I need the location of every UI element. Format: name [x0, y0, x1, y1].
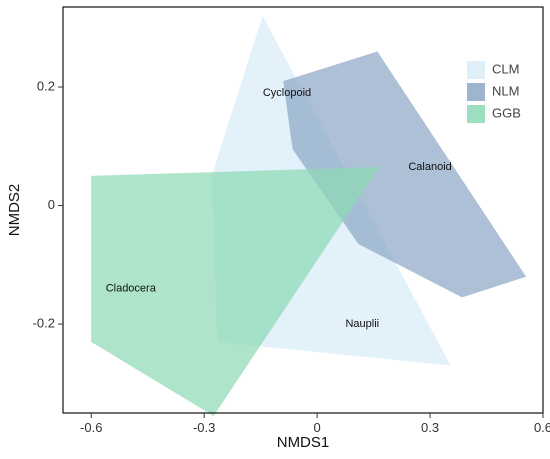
y-tick-label: -0.2: [33, 316, 55, 331]
legend-swatch-ggb: [467, 105, 485, 123]
legend-label-nlm: NLM: [492, 83, 519, 98]
x-tick-label: -0.6: [80, 420, 102, 435]
x-tick-label: -0.3: [193, 420, 215, 435]
legend: CLM NLM GGB: [467, 61, 521, 123]
hull-layer: [91, 15, 527, 416]
x-tick-label: 0.6: [534, 420, 550, 435]
legend-swatch-nlm: [467, 83, 485, 101]
hull-nlm: [283, 51, 527, 298]
x-axis-ticks: -0.6 -0.3 0 0.3 0.6: [80, 413, 550, 435]
annotation-cyclopoid: Cyclopoid: [263, 87, 311, 99]
annotation-nauplii: Nauplii: [345, 318, 379, 330]
hull-ggb: [91, 167, 380, 416]
x-tick-label: 0: [314, 420, 321, 435]
x-axis-title: NMDS1: [277, 434, 330, 451]
y-tick-label: 0.2: [37, 78, 55, 93]
annotation-cladocera: Cladocera: [106, 282, 157, 294]
y-tick-label: 0: [48, 197, 55, 212]
x-tick-label: 0.3: [421, 420, 439, 435]
annotation-layer: Cyclopoid Calanoid Cladocera Nauplii: [106, 87, 452, 330]
legend-label-ggb: GGB: [492, 105, 521, 120]
annotation-calanoid: Calanoid: [408, 161, 451, 173]
legend-swatch-clm: [467, 61, 485, 79]
y-axis-ticks: -0.2 0 0.2: [33, 78, 63, 331]
plot-frame: [62, 6, 544, 414]
y-axis-title: NMDS2: [6, 184, 23, 237]
legend-label-clm: CLM: [492, 61, 519, 76]
